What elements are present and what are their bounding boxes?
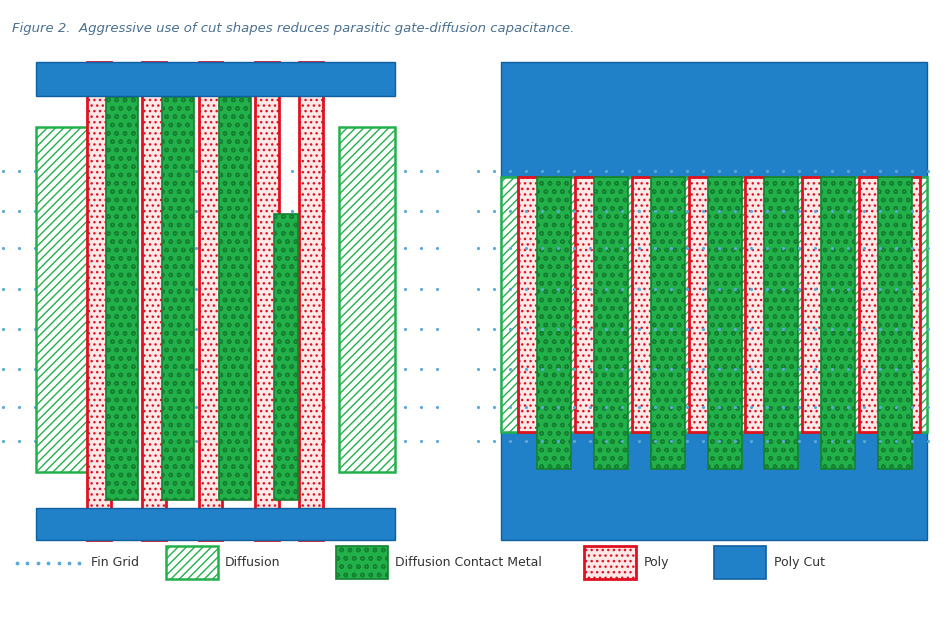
Bar [764,177,798,469]
Bar [142,62,166,540]
Bar [714,546,766,579]
Bar [106,97,138,500]
Bar [166,546,218,579]
Bar [632,177,653,432]
Bar [689,177,710,432]
Bar [255,62,279,540]
Text: Figure 2.  Aggressive use of cut shapes reduces parasitic gate-diffusion capacit: Figure 2. Aggressive use of cut shapes r… [12,22,574,35]
Bar [36,508,395,540]
Bar [336,546,388,579]
Text: Poly: Poly [643,556,669,569]
Text: Poly Cut: Poly Cut [774,556,825,569]
Bar [339,127,395,472]
Bar [274,214,298,500]
Bar [36,62,395,96]
Bar [199,62,222,540]
Bar [575,177,596,432]
Bar [36,127,93,472]
Bar [584,546,636,579]
Bar [899,177,920,432]
Text: Diffusion Contact Metal: Diffusion Contact Metal [395,556,542,569]
Bar [518,177,539,432]
Bar [537,177,571,469]
Bar [859,177,880,432]
Bar [501,177,927,432]
Bar [162,97,194,500]
Bar [878,177,912,469]
Bar [219,97,251,500]
Bar [821,177,855,469]
Bar [501,62,927,540]
Bar [708,177,742,469]
Bar [802,177,823,432]
Bar [299,62,323,540]
Bar [87,62,111,540]
Bar [651,177,685,469]
Text: Diffusion: Diffusion [225,556,281,569]
Bar [594,177,628,469]
Bar [745,177,766,432]
Text: Fin Grid: Fin Grid [91,556,139,569]
